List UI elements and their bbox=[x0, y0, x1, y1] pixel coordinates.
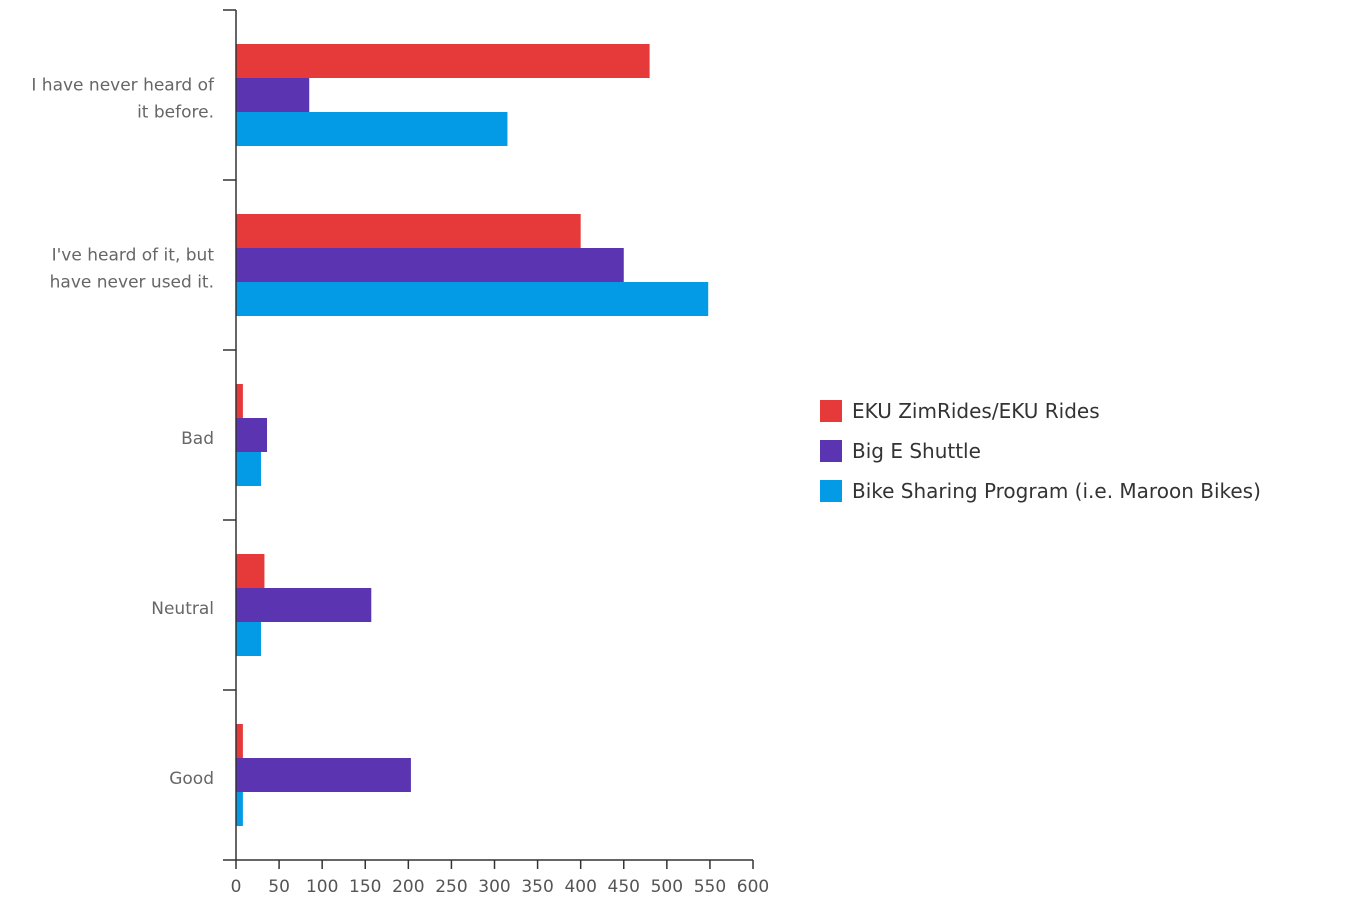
bars-layer bbox=[236, 44, 709, 826]
bar-1-5 bbox=[236, 724, 243, 758]
category-label: I have never heard of it before. bbox=[31, 76, 215, 123]
x-tick-label: 350 bbox=[521, 877, 553, 897]
legend-label: Big E Shuttle bbox=[852, 439, 981, 463]
bar-2-1 bbox=[236, 78, 310, 112]
bar-2-5 bbox=[236, 758, 411, 792]
x-tick-label: 150 bbox=[349, 877, 381, 897]
bar-3-5 bbox=[236, 792, 243, 826]
category-label: Bad bbox=[181, 429, 214, 449]
x-tick-label: 100 bbox=[306, 877, 338, 897]
axis-layer bbox=[223, 9, 754, 869]
category-label: Good bbox=[169, 769, 214, 789]
x-tick-label: 50 bbox=[268, 877, 290, 897]
legend-swatch bbox=[820, 480, 842, 502]
x-tick-label: 300 bbox=[478, 877, 510, 897]
legend-swatch bbox=[820, 440, 842, 462]
bar-1-3 bbox=[236, 384, 243, 418]
bar-1-2 bbox=[236, 214, 581, 248]
bar-2-2 bbox=[236, 248, 624, 282]
x-tick-label: 0 bbox=[231, 877, 242, 897]
x-tick-label: 550 bbox=[694, 877, 726, 897]
bar-3-2 bbox=[236, 282, 709, 316]
x-tick-label: 400 bbox=[564, 877, 596, 897]
x-tick-label: 600 bbox=[737, 877, 769, 897]
category-label: Neutral bbox=[151, 599, 214, 619]
bar-2-4 bbox=[236, 588, 372, 622]
bar-1-1 bbox=[236, 44, 650, 78]
bar-2-3 bbox=[236, 418, 268, 452]
legend-label: Bike Sharing Program (i.e. Maroon Bikes) bbox=[852, 479, 1261, 503]
category-label: I've heard of it, but have never used it. bbox=[50, 246, 215, 293]
legend-label: EKU ZimRides/EKU Rides bbox=[852, 399, 1100, 423]
x-tick-label: 500 bbox=[651, 877, 683, 897]
legend: EKU ZimRides/EKU Rides Big E Shuttle Bike … bbox=[820, 399, 1261, 503]
bar-3-3 bbox=[236, 452, 261, 486]
x-tick-label: 250 bbox=[435, 877, 467, 897]
x-tick-label: 200 bbox=[392, 877, 424, 897]
bar-1-4 bbox=[236, 554, 265, 588]
bar-3-4 bbox=[236, 622, 261, 656]
x-tick-labels: 0 50 100 150 200 250 300 350 400 450 500 550 600 bbox=[231, 877, 770, 897]
category-labels: I have never heard of it before. I've hear… bbox=[31, 76, 215, 790]
x-tick-label: 450 bbox=[608, 877, 640, 897]
bar-3-1 bbox=[236, 112, 508, 146]
legend-swatch bbox=[820, 400, 842, 422]
